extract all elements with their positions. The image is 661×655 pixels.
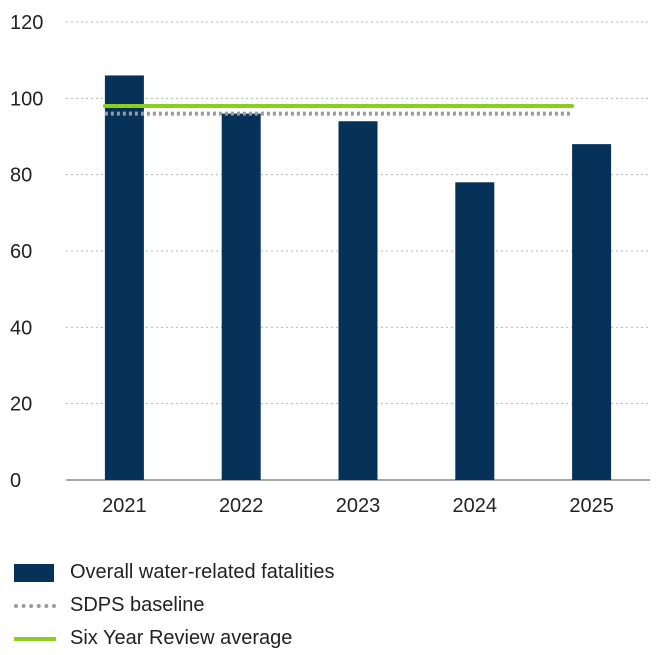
x-tick-label-2024: 2024 (453, 495, 498, 517)
legend-swatch-dotted-line (14, 603, 56, 608)
legend-label-sdps-baseline: SDPS baseline (70, 594, 205, 616)
y-tick-label: 100 (10, 88, 43, 110)
legend-swatch-bar (14, 563, 54, 582)
y-tick-label: 0 (10, 470, 21, 492)
legend-label-fatalities: Overall water-related fatalities (70, 561, 335, 583)
x-tick-label-2023: 2023 (336, 495, 381, 517)
legend-item-sdps-baseline: SDPS baseline (14, 589, 654, 622)
y-tick-label: 80 (10, 165, 32, 187)
y-tick-label: 40 (10, 317, 32, 339)
chart-legend: Overall water-related fatalities SDPS ba… (14, 556, 654, 655)
y-tick-label: 60 (10, 241, 32, 263)
bar-2023 (338, 121, 378, 480)
y-tick-label: 20 (10, 394, 32, 416)
bar-2025 (572, 144, 612, 480)
bar-2021 (104, 75, 144, 480)
x-tick-label-2021: 2021 (102, 495, 147, 517)
bar-2024 (455, 182, 495, 481)
x-tick-label-2022: 2022 (219, 495, 264, 517)
legend-item-fatalities: Overall water-related fatalities (14, 556, 654, 589)
y-tick-label: 120 (10, 12, 43, 34)
legend-swatch-solid-line (14, 636, 56, 641)
bar-chart: 0 20 40 60 80 100 120 2021 2022 2023 2024 2025 (10, 12, 650, 517)
legend-item-six-year-average: Six Year Review average (14, 622, 654, 655)
x-tick-label-2025: 2025 (569, 495, 614, 517)
legend-label-six-year-average: Six Year Review average (70, 627, 293, 649)
bar-2022 (221, 113, 261, 480)
